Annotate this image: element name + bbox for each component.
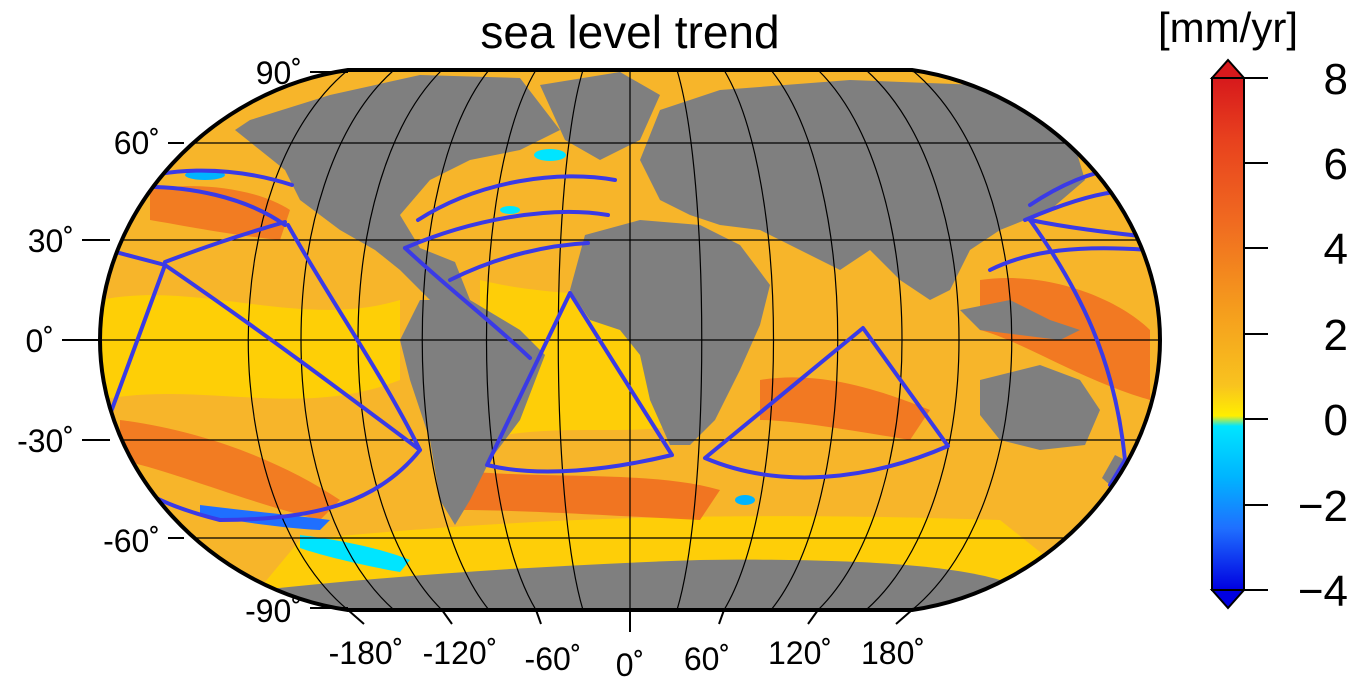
longitude-ticks — [347, 609, 913, 632]
lat-label-0: 0˚ — [26, 323, 54, 359]
track-line — [403, 246, 532, 360]
colorbar-bar — [1211, 77, 1245, 591]
track-line — [416, 174, 617, 222]
colorbar-tick-label: 2 — [1324, 311, 1348, 360]
colorbar-tick-label: −2 — [1298, 482, 1348, 531]
lon-label-180: 180˚ — [861, 635, 925, 671]
lon-label-minus-180: -180˚ — [329, 635, 404, 671]
colorbar-unit: [mm/yr] — [1158, 4, 1298, 51]
colorbar-tick-label: 8 — [1324, 55, 1348, 104]
ocean-cyan-patch — [300, 535, 410, 572]
track-line — [485, 291, 674, 474]
lon-label-minus-120: -120˚ — [423, 635, 498, 671]
colorbar-tick-label: 0 — [1324, 396, 1348, 445]
track-line — [1028, 218, 1142, 238]
track-line — [448, 241, 590, 282]
lat-label-minus-60: -60˚ — [103, 523, 160, 559]
lat-label-minus-30: -30˚ — [17, 423, 74, 459]
latitude-ticks — [62, 71, 348, 609]
new-zealand-land — [1102, 455, 1125, 485]
ocean-cyan-patch — [534, 149, 566, 161]
lon-label-120: 120˚ — [768, 635, 832, 671]
lat-label-minus-90: -90˚ — [245, 593, 302, 629]
colorbar-ticks — [1244, 77, 1268, 591]
colorbar-tick-label: 6 — [1324, 140, 1348, 189]
latitude-labels: 90˚ 60˚ 30˚ 0˚ -30˚ -60˚ -90˚ — [17, 55, 302, 629]
ocean-cyan-patch — [735, 495, 755, 505]
track-line — [403, 209, 610, 250]
lon-label-minus-60: -60˚ — [525, 641, 582, 677]
track-line — [988, 246, 1152, 272]
north-america-land — [235, 75, 560, 300]
ocean-yellow-band — [100, 295, 400, 400]
ship-tracks — [106, 166, 1152, 522]
track-line — [148, 223, 422, 522]
track-line — [163, 263, 422, 452]
ocean-cyan-patch — [500, 206, 520, 214]
ocean-red-patch — [450, 470, 720, 520]
track-line — [163, 220, 287, 264]
lon-label-60: 60˚ — [684, 641, 730, 677]
track-line — [1028, 218, 1127, 487]
lat-label-30: 30˚ — [28, 223, 74, 259]
ocean-red-patch — [150, 186, 290, 240]
lat-label-60: 60˚ — [114, 125, 160, 161]
land-masses — [235, 72, 1125, 610]
colorbar-bottom-arrow — [1209, 589, 1247, 610]
africa-land — [570, 220, 770, 445]
track-line — [703, 326, 950, 480]
longitude-labels: -180˚ -120˚ -60˚ 0˚ 60˚ 120˚ 180˚ — [329, 635, 925, 683]
track-line — [1023, 190, 1117, 222]
eurasia-land — [640, 80, 1085, 300]
graticule — [100, 70, 1160, 610]
ocean-red-patch — [760, 377, 930, 440]
colorbar: [mm/yr] 8 6 4 2 0 −2 −4 — [1158, 4, 1348, 616]
indonesia-land — [960, 300, 1080, 340]
map-title: sea level trend — [480, 6, 779, 58]
colorbar-tick-label: 4 — [1324, 225, 1348, 274]
south-america-land — [400, 300, 545, 525]
ocean-red-patch — [120, 420, 340, 520]
colorbar-tick-label: −4 — [1298, 567, 1348, 616]
lon-label-0: 0˚ — [616, 647, 644, 683]
lat-label-90: 90˚ — [256, 55, 302, 91]
colorbar-top-arrow — [1209, 58, 1247, 79]
